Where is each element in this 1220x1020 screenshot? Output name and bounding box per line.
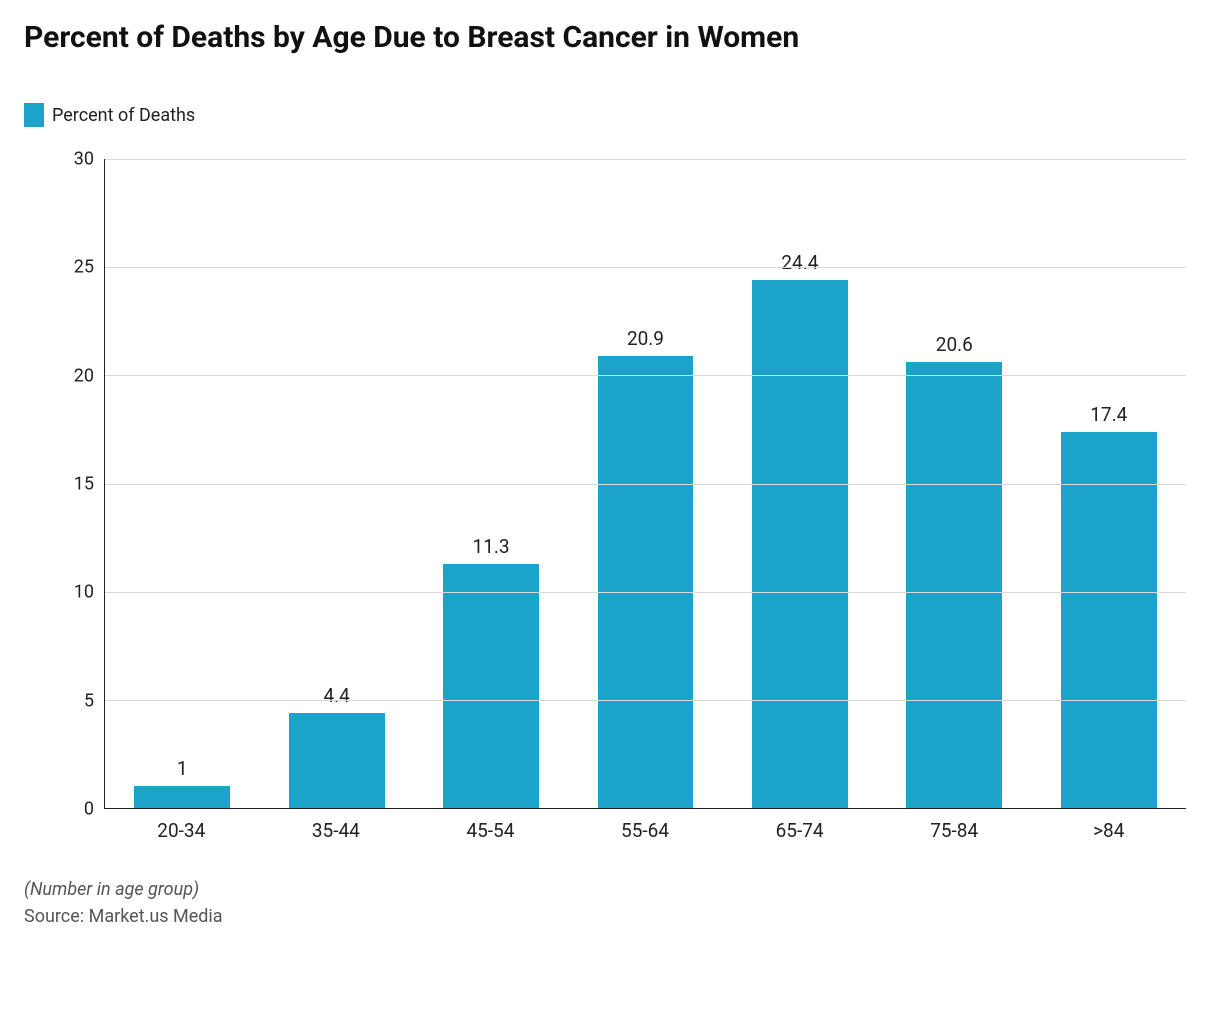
x-tick: >84 <box>1031 809 1186 849</box>
bar-value-label: 1 <box>177 757 188 780</box>
gridline <box>105 700 1186 701</box>
bar: 11.3 <box>443 564 539 808</box>
legend-label: Percent of Deaths <box>52 105 195 126</box>
gridline <box>105 267 1186 268</box>
gridline <box>105 375 1186 376</box>
y-tick: 25 <box>74 257 94 278</box>
bar: 17.4 <box>1061 432 1157 808</box>
chart-container: Percent of Deaths by Age Due to Breast C… <box>0 0 1220 1020</box>
y-tick: 5 <box>84 690 94 711</box>
legend: Percent of Deaths <box>24 103 1196 127</box>
y-tick: 0 <box>84 799 94 820</box>
bar: 1 <box>134 786 230 808</box>
source-text: Source: Market.us Media <box>24 906 1196 927</box>
bar-value-label: 20.9 <box>627 327 664 350</box>
x-axis: 20-3435-4445-5455-6465-7475-84>84 <box>104 809 1186 849</box>
legend-swatch <box>24 103 44 127</box>
y-axis: 051015202530 <box>24 159 104 809</box>
bar: 4.4 <box>289 713 385 808</box>
chart-title: Percent of Deaths by Age Due to Breast C… <box>24 20 1196 55</box>
chart-area: 051015202530 14.411.320.924.420.617.4 20… <box>24 159 1196 849</box>
footnote: (Number in age group) <box>24 879 1196 900</box>
x-tick: 20-34 <box>104 809 259 849</box>
bar: 20.6 <box>906 362 1002 808</box>
gridline <box>105 592 1186 593</box>
bar-value-label: 17.4 <box>1090 403 1127 426</box>
y-tick: 15 <box>74 474 94 495</box>
bar-value-label: 24.4 <box>781 251 818 274</box>
chart-footer: (Number in age group) Source: Market.us … <box>24 879 1196 927</box>
x-tick: 35-44 <box>259 809 414 849</box>
bar-value-label: 4.4 <box>323 684 349 707</box>
y-tick: 30 <box>74 149 94 170</box>
x-tick: 65-74 <box>722 809 877 849</box>
bar: 20.9 <box>598 356 694 808</box>
y-tick: 20 <box>74 365 94 386</box>
y-tick: 10 <box>74 582 94 603</box>
x-tick: 45-54 <box>413 809 568 849</box>
x-tick: 55-64 <box>568 809 723 849</box>
bar-value-label: 20.6 <box>936 333 973 356</box>
gridline <box>105 159 1186 160</box>
plot-area: 1 4.4 11.3 20.9 24.4 20.6 17.4 <box>104 159 1186 809</box>
bar: 24.4 <box>752 280 848 808</box>
x-tick: 75-84 <box>877 809 1032 849</box>
bar-value-label: 11.3 <box>473 535 510 558</box>
gridline <box>105 484 1186 485</box>
